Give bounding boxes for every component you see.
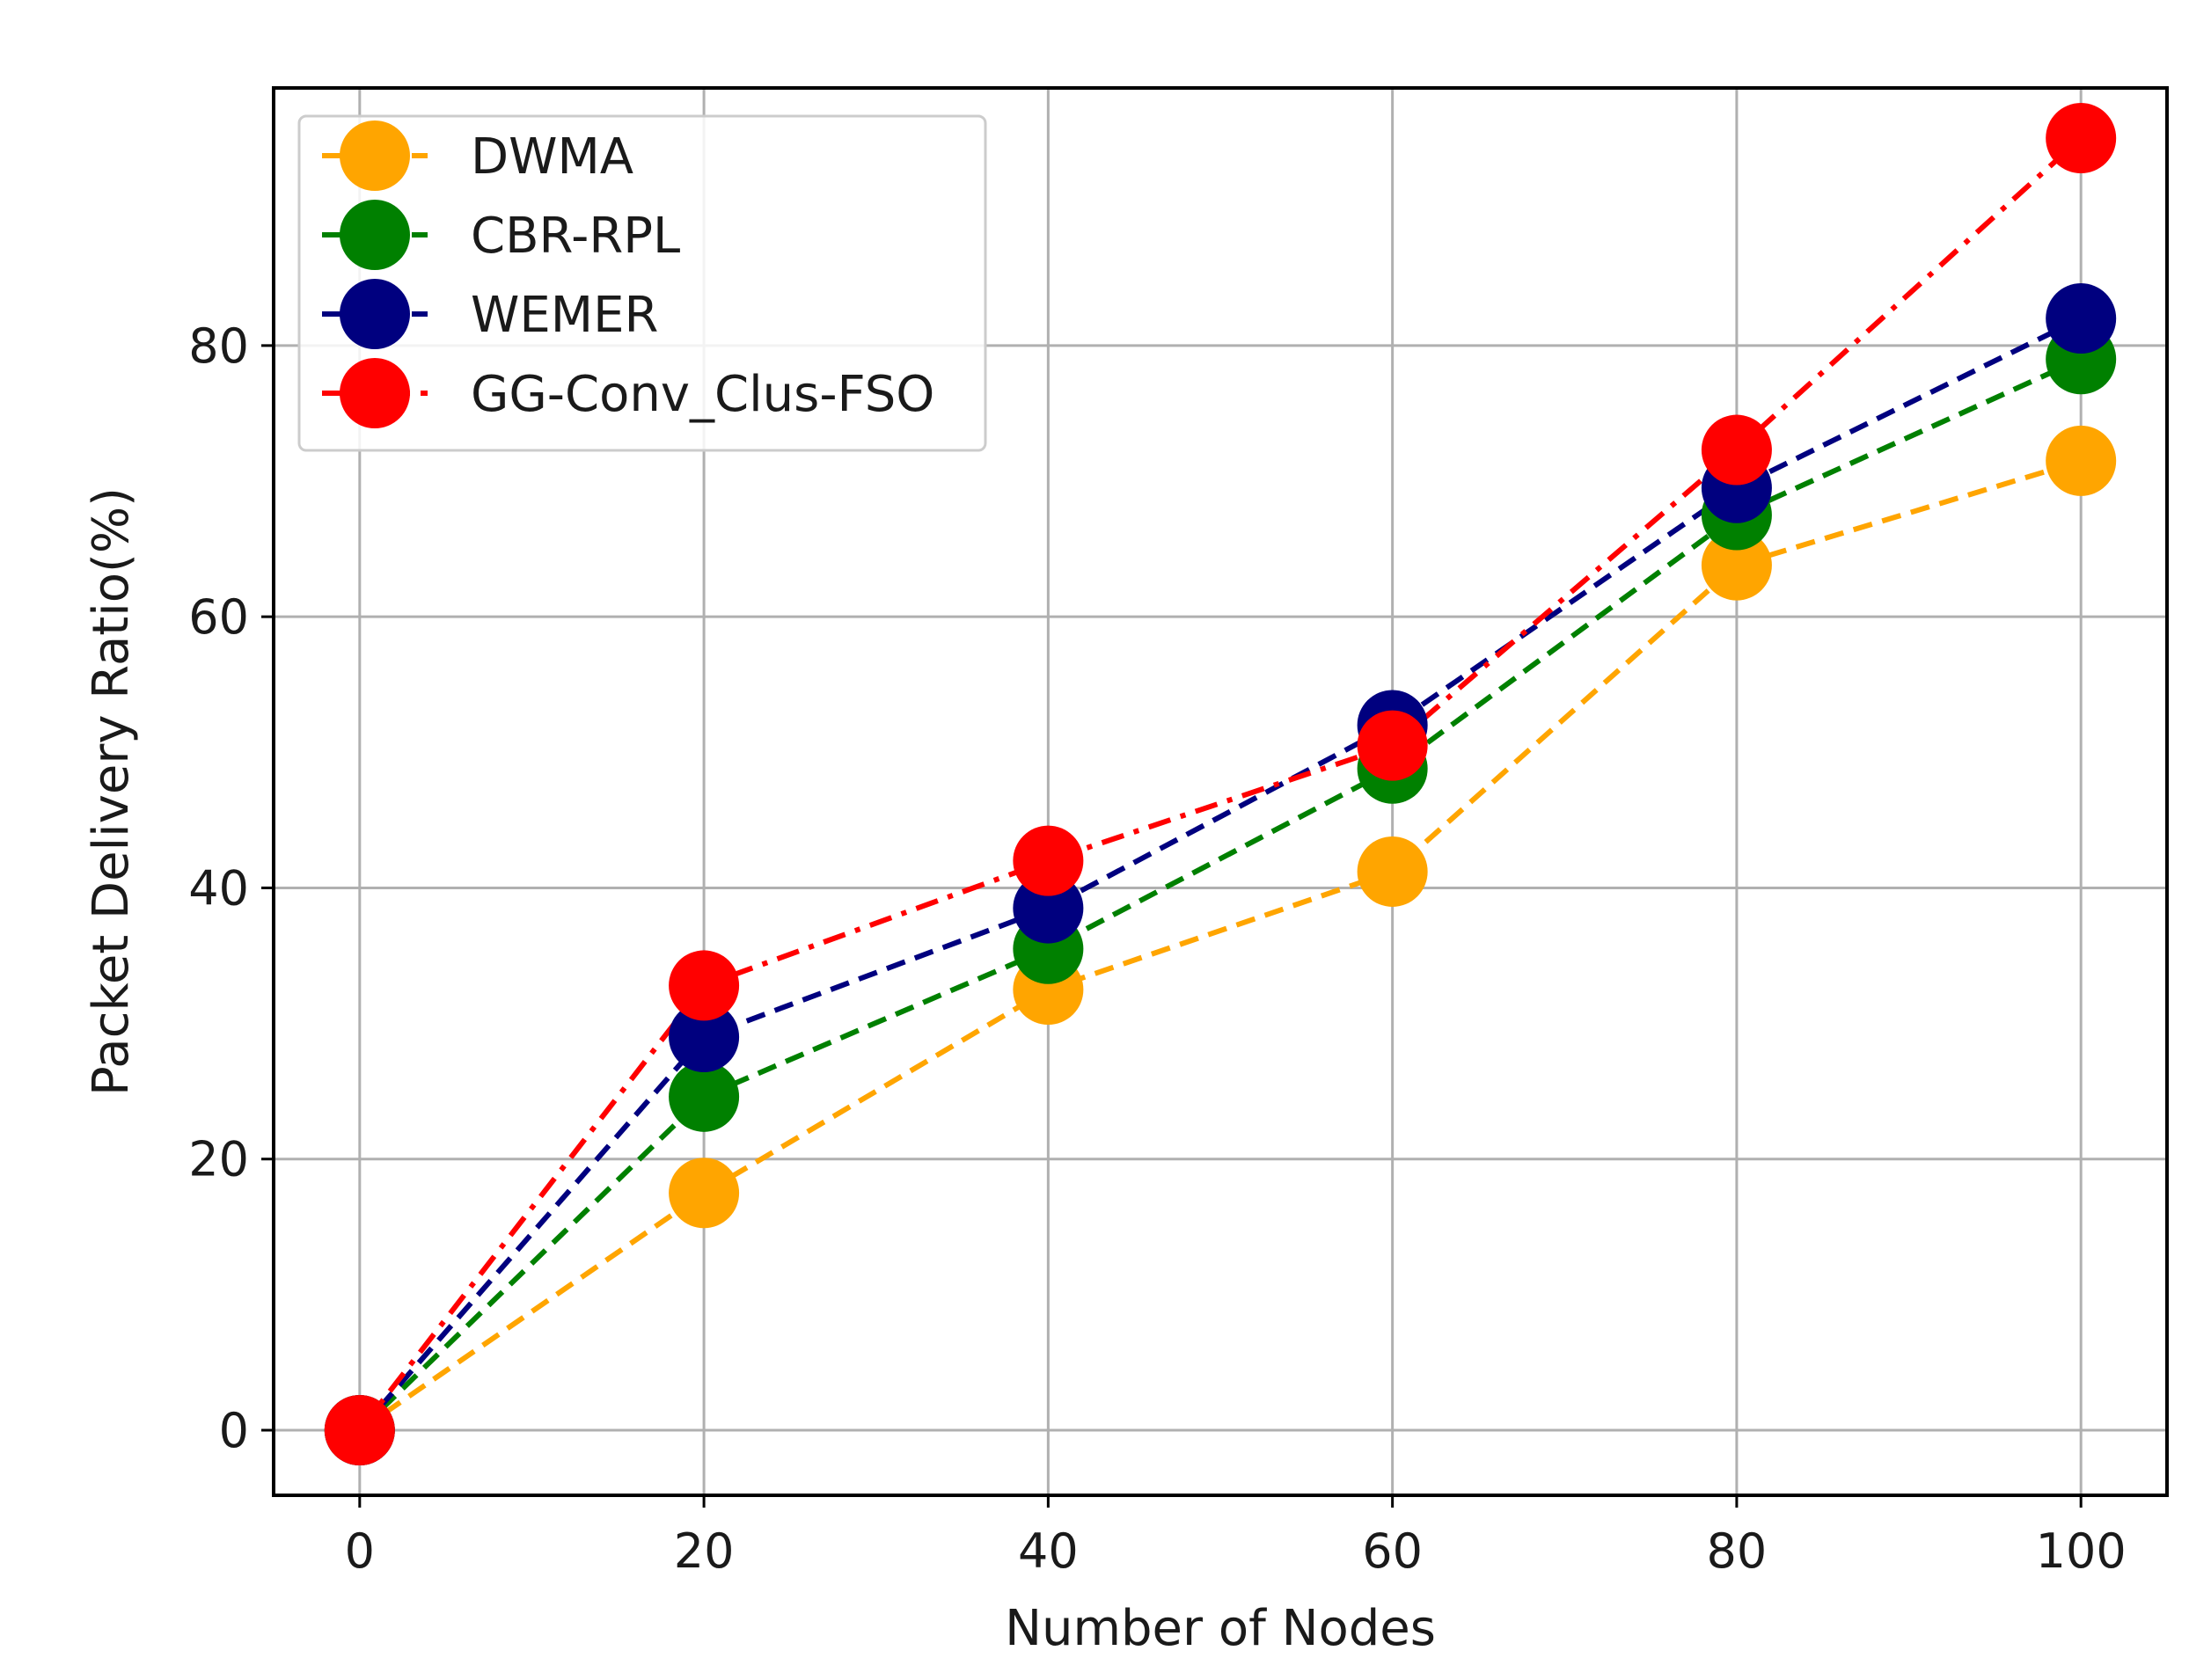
x-tick-label: 60 [1362,1523,1423,1579]
plot-frame [272,86,2169,1497]
y-tick-label: 0 [219,1403,249,1458]
data-point-gg-conv-clus-fso [1701,414,1772,486]
data-point-gg-conv-clus-fso [1357,710,1428,781]
legend-label-cbr-rpl: CBR-RPL [471,208,680,265]
legend-label-wemer: WEMER [471,287,658,344]
y-axis-label: Packet Delivery Ratio(%) [83,487,140,1096]
data-point-dwma [1701,530,1772,601]
legend-label-dwma: DWMA [471,128,633,186]
data-point-gg-conv-clus-fso [2046,103,2117,174]
series-markers [324,103,2117,1466]
data-point-dwma [2046,425,2117,496]
y-tick-label: 40 [188,860,249,916]
data-point-wemer [2046,283,2117,354]
axis-ticks: 0 20 40 60 80 100 0 20 40 60 80 [188,318,2126,1579]
legend-marker-wemer [340,279,410,349]
legend-marker-cbr-rpl [340,200,410,270]
legend-marker-gg-conv-clus-fso [340,358,410,428]
data-point-dwma [1357,836,1428,907]
y-tick-label: 80 [188,318,249,374]
x-tick-label: 40 [1018,1523,1079,1579]
legend-label-gg-conv-clus-fso: GG-Conv_Clus-FSO [471,366,934,423]
data-point-wemer [669,1001,740,1072]
legend-box [297,114,987,452]
legend-marker-dwma [340,121,410,191]
x-tick-label: 100 [2036,1523,2127,1579]
data-point-dwma [669,1158,740,1229]
data-point-cbr-rpl [669,1061,740,1132]
y-tick-label: 20 [188,1132,249,1187]
grid [274,88,2167,1495]
series-line-wemer [357,316,2083,1432]
y-tick-label: 60 [188,589,249,645]
x-tick-label: 80 [1707,1523,1768,1579]
legend: DWMA CBR-RPL WEMER GG-Conv_Clus-FSO [297,114,987,452]
x-tick-label: 20 [674,1523,735,1579]
data-point-gg-conv-clus-fso [669,950,740,1021]
x-tick-label: 0 [345,1523,375,1579]
series-lines [357,135,2083,1433]
data-point-gg-conv-clus-fso [1013,825,1084,896]
series-line-cbr-rpl [357,356,2083,1433]
series-line-dwma [358,458,2083,1433]
data-point-gg-conv-clus-fso [324,1395,395,1466]
x-axis-label: Number of Nodes [1005,1600,1436,1657]
